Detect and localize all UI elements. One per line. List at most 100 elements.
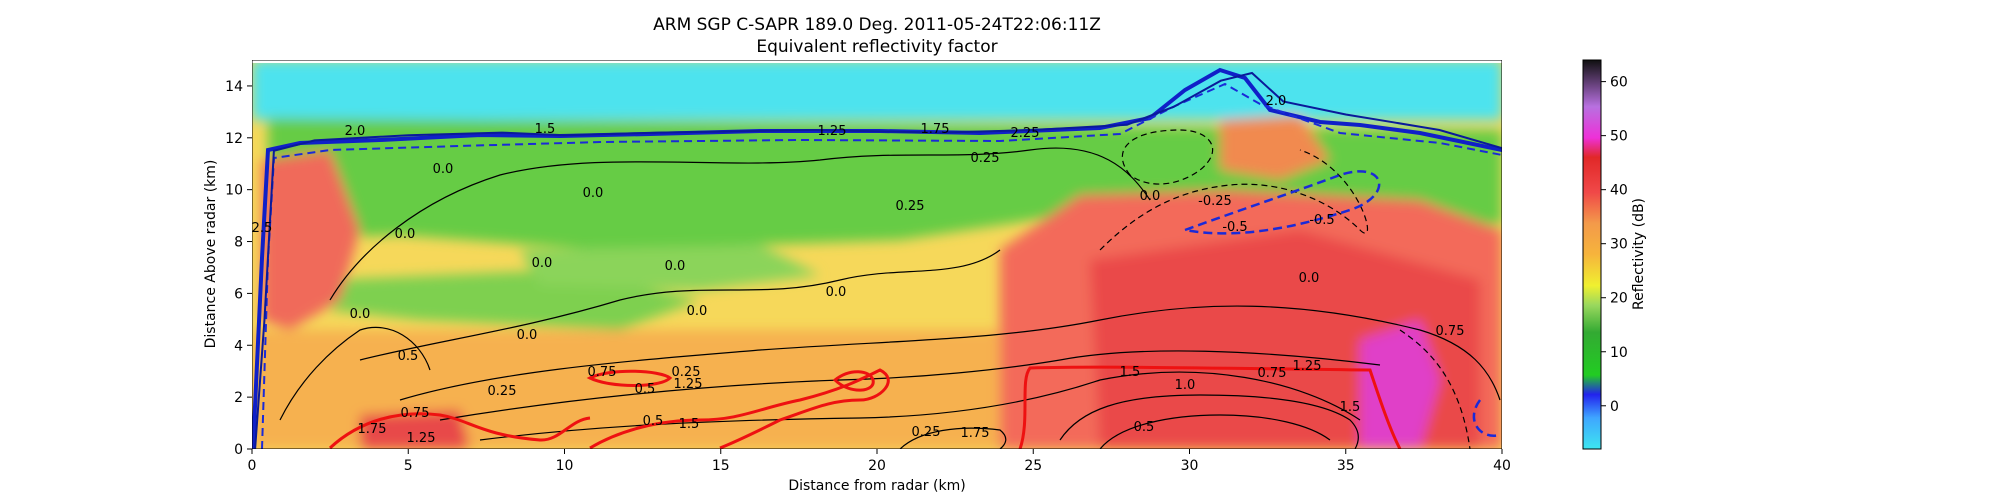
colorbar: 0 10 20 30 40 50 60 Reflectivity (dB)	[1582, 59, 1647, 450]
reflectivity-field	[252, 60, 1502, 449]
contour-label: 1.0	[1175, 378, 1196, 393]
y-tick-label: 10	[225, 183, 243, 199]
contour-label: 0.0	[395, 227, 416, 242]
y-axis-label: Distance Above radar (km)	[203, 160, 219, 349]
contour-label: 0.0	[1299, 271, 1320, 286]
y-tick-label: 4	[234, 338, 243, 354]
region-anvil	[252, 60, 1502, 120]
colorbar-label: Reflectivity (dB)	[1631, 198, 1647, 310]
contour-label: 0.25	[488, 384, 517, 399]
contour-label: 1.25	[407, 431, 436, 446]
contour-label: 0.5	[635, 382, 656, 397]
contour-upper-dashed	[1121, 129, 1213, 185]
y-tick-label: 2	[234, 390, 243, 406]
contour-label: 0.75	[588, 365, 617, 380]
contour-label: 2.0	[1266, 94, 1287, 109]
echo-top-clear-air	[252, 60, 1502, 63]
contour-red-oval	[832, 370, 875, 392]
contour-zero-2	[359, 249, 1001, 361]
contour-label: 1.5	[679, 417, 700, 432]
contour-red-1	[328, 412, 591, 449]
contour-label: 2.0	[345, 124, 366, 139]
x-tick-label: 20	[868, 458, 886, 474]
contour-neg-050	[1180, 170, 1381, 235]
region-green-mid2	[520, 245, 820, 290]
x-tick-label: 0	[248, 458, 257, 474]
contour-label: 0.75	[401, 406, 430, 421]
x-tick-label: 30	[1181, 458, 1199, 474]
x-tick-label: 10	[556, 458, 574, 474]
region-low-max	[1360, 320, 1440, 449]
contour-zero-3	[399, 305, 1501, 401]
contour-label: 1.25	[674, 377, 703, 392]
contour-label: 0.75	[1436, 324, 1465, 339]
contour-label: 0.0	[665, 259, 686, 274]
x-tick-label: 25	[1024, 458, 1042, 474]
contour-echo-top-2	[261, 82, 1502, 449]
region-upper-cloud	[268, 118, 1502, 250]
contour-label: -0.5	[1309, 213, 1334, 228]
contour-red-3	[1018, 365, 1402, 449]
colorbar-tick-label: 60	[1610, 75, 1628, 91]
x-tick-label: 5	[404, 458, 413, 474]
y-tick-label: 6	[234, 286, 243, 302]
x-tick-label: 35	[1337, 458, 1355, 474]
y-tick-label: 12	[225, 131, 243, 147]
colorbar-tick-label: 0	[1610, 399, 1619, 415]
contour-label: 0.5	[1134, 420, 1155, 435]
contour-mid-1	[439, 350, 1381, 421]
contour-label: 0.0	[583, 186, 604, 201]
x-tick-label: 40	[1493, 458, 1511, 474]
contour-low-right-dashed	[1472, 399, 1501, 438]
contour-red-2	[589, 368, 890, 449]
x-tick-label: 15	[712, 458, 730, 474]
contour-label: 0.25	[672, 365, 701, 380]
contour-zero-1	[329, 147, 1151, 301]
colorbar-tick-label: 20	[1610, 291, 1628, 307]
contour-label: 0.5	[398, 349, 419, 364]
x-axis: 0 5 10 15 20 25 30 35 40 Distance from radar (km…	[248, 449, 1511, 494]
contour-label: 2.5	[252, 221, 273, 236]
contour-label: -0.5	[1222, 220, 1247, 235]
contour-label: 0.0	[826, 285, 847, 300]
contour-label: 1.5	[1340, 400, 1361, 415]
contour-neg-025	[1099, 149, 1368, 251]
contour-label: 0.0	[433, 162, 454, 177]
colorbar-tick-label: 50	[1610, 129, 1628, 145]
contour-mid-2	[479, 371, 1361, 441]
contour-low-black-3	[899, 427, 1007, 449]
echo-top-line	[254, 71, 1502, 449]
contour-label: 1.25	[1293, 359, 1322, 374]
colorbar-tick-label: 40	[1610, 183, 1628, 199]
x-axis-label: Distance from radar (km)	[788, 478, 965, 494]
contour-label: 1.75	[921, 122, 950, 137]
contour-echo-top	[252, 67, 1502, 449]
contour-label: 1.75	[358, 422, 387, 437]
contour-core-right	[1399, 329, 1471, 449]
region-upper-red	[1220, 115, 1330, 180]
chart-subtitle: Equivalent reflectivity factor	[756, 37, 997, 57]
colorbar-bar	[1582, 59, 1602, 450]
contour-label: 1.5	[1120, 365, 1141, 380]
y-tick-label: 14	[225, 79, 243, 95]
contour-label: -0.25	[1198, 194, 1232, 209]
contours	[252, 67, 1502, 449]
contour-label: 0.0	[350, 307, 371, 322]
contour-label: 1.75	[961, 426, 990, 441]
y-tick-label: 0	[234, 442, 243, 458]
region-near-radar-cell	[262, 150, 360, 330]
y-tick-label: 8	[234, 235, 243, 251]
contour-label: 1.25	[818, 124, 847, 139]
contour-label: 0.0	[532, 256, 553, 271]
contour-label: 0.25	[896, 199, 925, 214]
contour-red-small	[586, 369, 673, 387]
contour-label: 0.5	[643, 414, 664, 429]
contour-label: 2.25	[1011, 126, 1040, 141]
contour-label: 0.25	[912, 425, 941, 440]
contour-label: 0.0	[687, 304, 708, 319]
contour-label: 0.0	[1140, 189, 1161, 204]
contour-label: 0.75	[1258, 366, 1287, 381]
chart-title: ARM SGP C-SAPR 189.0 Deg. 2011-05-24T22:…	[653, 15, 1101, 35]
y-axis: 0 2 4 6 8 10 12 14 Distance Above radar (km)	[203, 79, 252, 458]
